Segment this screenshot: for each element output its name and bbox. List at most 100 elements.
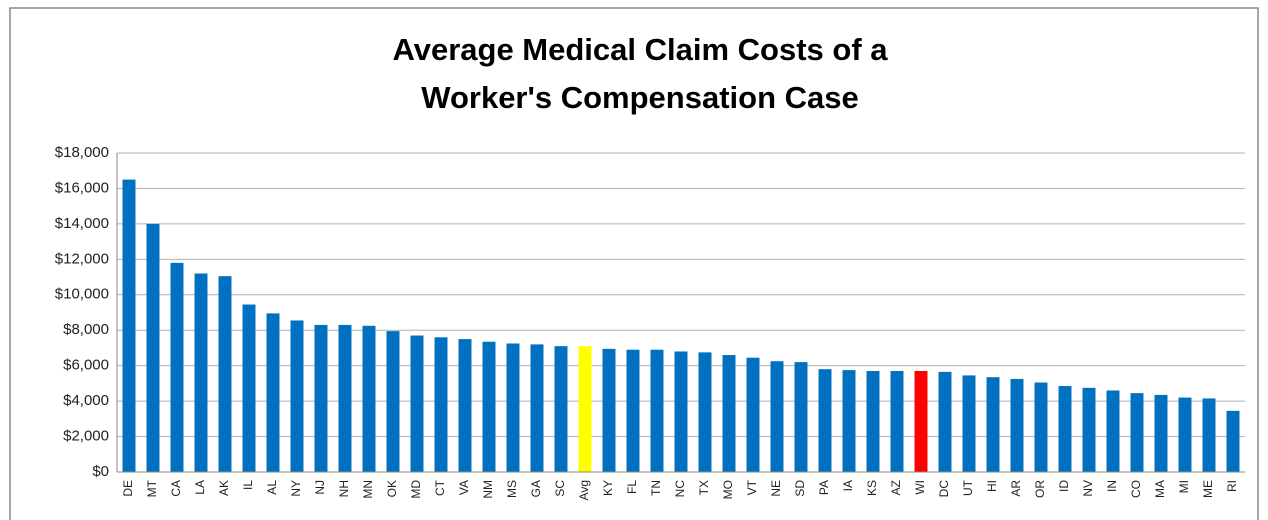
bar (962, 375, 976, 472)
bar (1178, 397, 1192, 472)
x-tick-label: MT (145, 479, 159, 497)
y-tick-label: $4,000 (63, 392, 109, 409)
x-tick-label: TX (697, 480, 711, 495)
x-tick-label: IL (241, 480, 255, 490)
x-tick-label: OR (1033, 480, 1047, 498)
y-tick-label: $8,000 (63, 321, 109, 338)
bar (218, 276, 232, 472)
y-tick-label: $14,000 (55, 215, 109, 232)
bar (866, 370, 880, 472)
bar (338, 324, 352, 472)
bar (458, 339, 472, 472)
x-tick-label: AL (265, 480, 279, 495)
bar (890, 370, 904, 472)
x-tick-label: DC (937, 480, 951, 498)
x-tick-label: VT (745, 479, 759, 495)
y-tick-label: $0 (92, 463, 109, 480)
y-tick-label: $2,000 (63, 428, 109, 445)
bar (722, 355, 736, 472)
x-tick-label: KY (601, 480, 615, 496)
x-tick-label: NJ (313, 480, 327, 495)
x-tick-label: VA (457, 480, 471, 495)
x-tick-label: AZ (889, 480, 903, 495)
x-tick-label: NC (673, 480, 687, 498)
bar (482, 341, 496, 472)
x-tick-label: ID (1057, 480, 1071, 492)
y-tick-label: $12,000 (55, 250, 109, 267)
bar (698, 352, 712, 472)
bar (794, 362, 808, 472)
x-tick-label: IA (841, 480, 855, 491)
bar (626, 349, 640, 472)
x-tick-label: DE (121, 480, 135, 497)
bar (1010, 378, 1024, 472)
bar (122, 179, 136, 473)
bar (1106, 390, 1120, 472)
bar (650, 349, 664, 472)
x-tick-label: MS (505, 480, 519, 498)
bar (1082, 387, 1096, 472)
x-tick-label: Avg (577, 480, 591, 500)
bar (506, 343, 520, 472)
bar (578, 346, 592, 472)
y-tick-label: $10,000 (55, 286, 109, 303)
bar (986, 377, 1000, 472)
x-tick-label: RI (1225, 480, 1239, 492)
x-tick-label: WI (913, 480, 927, 495)
x-tick-label: CA (169, 480, 183, 497)
bar (842, 370, 856, 472)
bar (314, 324, 328, 472)
x-tick-label: SD (793, 480, 807, 497)
bar (1202, 398, 1216, 472)
chart-title: Average Medical Claim Costs of a (392, 32, 888, 67)
bar (362, 325, 376, 472)
x-tick-label: MN (361, 480, 375, 499)
bar (434, 337, 448, 472)
x-tick-label: SC (553, 480, 567, 497)
bar (1130, 393, 1144, 472)
bar (554, 346, 568, 472)
x-tick-label: AR (1009, 480, 1023, 497)
bar (914, 370, 928, 472)
x-tick-label: PA (817, 480, 831, 495)
y-tick-label: $18,000 (55, 144, 109, 161)
bar (242, 304, 256, 472)
x-tick-label: KS (865, 480, 879, 496)
bar (290, 320, 304, 472)
y-tick-label: $6,000 (63, 357, 109, 374)
x-tick-label: MA (1153, 480, 1167, 498)
bar (170, 262, 184, 472)
bar (602, 348, 616, 472)
x-tick-label: NH (337, 480, 351, 497)
x-tick-label: UT (961, 479, 975, 496)
x-tick-label: FL (625, 480, 639, 494)
x-tick-label: NM (481, 480, 495, 499)
x-tick-label: LA (193, 480, 207, 495)
bar (818, 369, 832, 472)
x-tick-label: NY (289, 480, 303, 497)
bar (386, 331, 400, 472)
bar (1226, 410, 1240, 472)
x-tick-label: AK (217, 480, 231, 496)
x-tick-label: CT (433, 479, 447, 496)
bar (746, 357, 760, 472)
x-tick-label: GA (529, 480, 543, 497)
x-tick-label: IN (1105, 480, 1119, 492)
x-tick-label: MO (721, 480, 735, 499)
bar (1034, 382, 1048, 472)
bar (770, 361, 784, 472)
bar (530, 344, 544, 472)
bar (1058, 386, 1072, 472)
x-tick-label: OK (385, 480, 399, 497)
bar (410, 335, 424, 472)
bar (674, 351, 688, 472)
x-tick-label: TN (649, 480, 663, 496)
bar (266, 313, 280, 472)
bar (938, 371, 952, 472)
x-tick-label: CO (1129, 480, 1143, 498)
x-tick-label: MD (409, 480, 423, 499)
x-tick-label: NE (769, 480, 783, 497)
bar (194, 273, 208, 472)
bar (1154, 394, 1168, 472)
